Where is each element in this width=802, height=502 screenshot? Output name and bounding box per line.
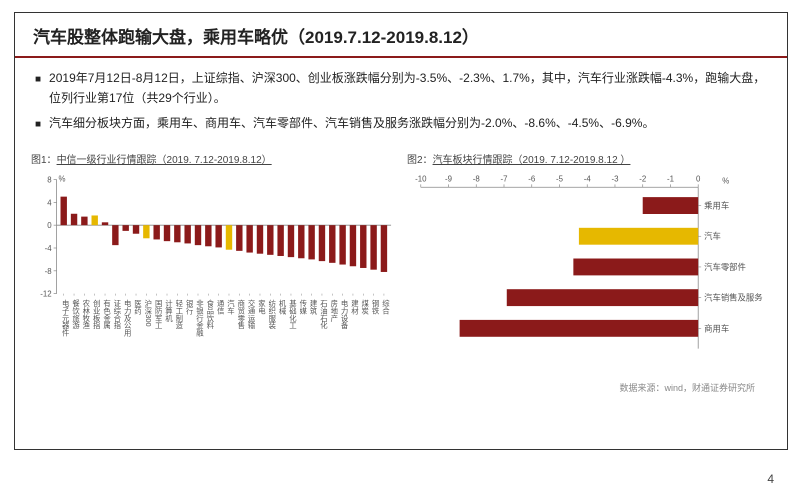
svg-text:通信: 通信 (216, 299, 225, 315)
svg-text:银行: 银行 (185, 299, 194, 315)
slide-frame: 汽车股整体跑输大盘，乘用车略优（2019.7.12-2019.8.12） ■ 2… (14, 12, 788, 450)
svg-text:纺织服装: 纺织服装 (267, 299, 276, 330)
svg-text:8: 8 (47, 176, 52, 185)
svg-text:-7: -7 (501, 175, 508, 184)
svg-text:创业板指: 创业板指 (92, 299, 101, 330)
svg-text:有色金属: 有色金属 (102, 299, 111, 330)
svg-text:0: 0 (696, 175, 701, 184)
chart2-svg: -10-9-8-7-6-5-4-3-2-10%乘用车汽车汽车零部件汽车销售及服务… (407, 170, 771, 360)
bullet-text: 2019年7月12日-8月12日，上证综指、沪深300、创业板涨跌幅分别为-3.… (49, 68, 767, 109)
chart1-block: 图1：中信一级行业行情跟踪（2019. 7.12-2019.8.12） -12-… (31, 151, 395, 379)
svg-text:-12: -12 (40, 290, 51, 299)
bullet-text: 汽车细分板块方面，乘用车、商用车、汽车零部件、汽车销售及服务涨跌幅分别为-2.0… (49, 113, 654, 133)
svg-text:电力设备: 电力设备 (340, 299, 349, 330)
chart1-svg: -12 -8 -4 0 4 8% 电子元器件餐饮旅游农林牧渔创业板指有色金属证综合指电力及公… (31, 170, 395, 374)
svg-text:计算机: 计算机 (164, 299, 173, 323)
svg-text:-8: -8 (473, 175, 481, 184)
chart2-block: 图2：汽车板块行情跟踪（2019. 7.12-2019.8.12 ） -10-9… (407, 151, 771, 379)
svg-text:乘用车: 乘用车 (704, 201, 729, 211)
svg-text:电子元器件: 电子元器件 (61, 299, 70, 337)
svg-text:食品饮料: 食品饮料 (205, 299, 214, 330)
page-title: 汽车股整体跑输大盘，乘用车略优（2019.7.12-2019.8.12） (15, 13, 787, 58)
svg-text:钢铁: 钢铁 (371, 299, 380, 315)
svg-text:石油石化: 石油石化 (319, 300, 328, 331)
svg-text:商贸零售: 商贸零售 (236, 299, 245, 330)
chart1-title: 图1：中信一级行业行情跟踪（2019. 7.12-2019.8.12） (31, 151, 395, 166)
svg-text:轻工制造: 轻工制造 (174, 299, 183, 330)
bullet-marker: ■ (35, 71, 41, 109)
charts-row: 图1：中信一级行业行情跟踪（2019. 7.12-2019.8.12） -12-… (15, 143, 787, 379)
svg-text:-4: -4 (45, 244, 53, 253)
svg-text:交通运输: 交通运输 (247, 299, 256, 330)
svg-text:-6: -6 (528, 175, 536, 184)
svg-text:-3: -3 (611, 175, 619, 184)
svg-text:-10: -10 (415, 175, 427, 184)
svg-text:综合: 综合 (381, 299, 390, 315)
svg-text:农林牧渔: 农林牧渔 (82, 299, 91, 330)
data-source: 数据来源：wind，财通证券研究所 (15, 381, 787, 394)
svg-text:-8: -8 (45, 267, 53, 276)
svg-text:-1: -1 (667, 175, 674, 184)
svg-text:房地产: 房地产 (329, 299, 338, 323)
svg-text:国防军工: 国防军工 (154, 300, 163, 330)
svg-text:-2: -2 (639, 175, 646, 184)
svg-text:传媒: 传媒 (298, 299, 307, 315)
svg-text:建材: 建材 (350, 299, 359, 314)
svg-text:餐饮旅游: 餐饮旅游 (71, 299, 80, 330)
svg-text:%: % (59, 175, 66, 184)
bullet-2: ■ 汽车细分板块方面，乘用车、商用车、汽车零部件、汽车销售及服务涨跌幅分别为-2… (35, 113, 767, 133)
svg-text:0: 0 (47, 221, 52, 230)
svg-text:电力及公用: 电力及公用 (123, 299, 132, 337)
svg-text:沪深300: 沪深300 (144, 299, 153, 327)
svg-text:汽车: 汽车 (226, 299, 235, 315)
page-number: 4 (767, 472, 774, 486)
bullet-marker: ■ (35, 116, 41, 133)
chart2-title: 图2：汽车板块行情跟踪（2019. 7.12-2019.8.12 ） (407, 151, 771, 166)
svg-text:商用车: 商用车 (704, 323, 729, 333)
svg-text:4: 4 (47, 198, 52, 207)
svg-text:机械: 机械 (278, 299, 287, 315)
bullet-1: ■ 2019年7月12日-8月12日，上证综指、沪深300、创业板涨跌幅分别为-… (35, 68, 767, 109)
svg-text:汽车销售及服务: 汽车销售及服务 (704, 293, 763, 303)
svg-text:-5: -5 (556, 175, 564, 184)
svg-text:建筑: 建筑 (309, 299, 318, 315)
svg-text:汽车: 汽车 (704, 231, 721, 241)
svg-text:%: % (722, 177, 729, 186)
svg-text:证综合指: 证综合指 (113, 300, 122, 331)
svg-text:非银行金融: 非银行金融 (195, 299, 204, 337)
svg-text:基础化工: 基础化工 (288, 299, 297, 329)
svg-text:-4: -4 (584, 175, 592, 184)
svg-text:-9: -9 (445, 175, 452, 184)
svg-text:煤炭: 煤炭 (360, 299, 369, 315)
content-body: ■ 2019年7月12日-8月12日，上证综指、沪深300、创业板涨跌幅分别为-… (15, 58, 787, 143)
svg-text:家电: 家电 (257, 299, 266, 314)
svg-text:医药: 医药 (133, 300, 142, 316)
svg-text:汽车零部件: 汽车零部件 (704, 262, 746, 272)
